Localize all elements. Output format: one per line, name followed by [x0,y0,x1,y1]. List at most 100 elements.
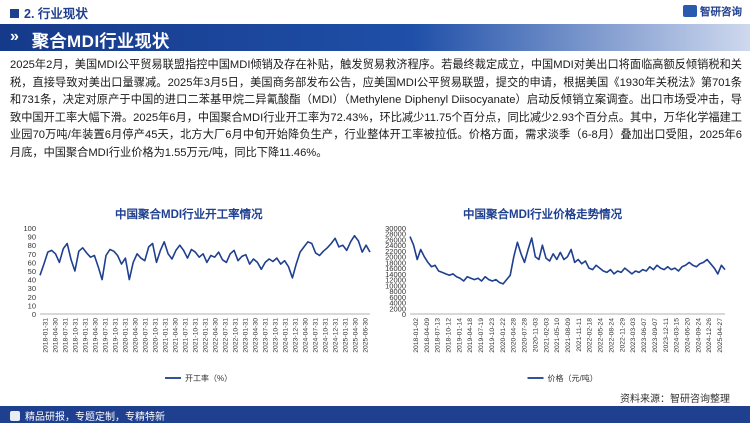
y-tick-label: 18000 [385,258,406,267]
y-tick-label: 20000 [385,253,406,262]
x-tick-label: 2020-10-31 [153,318,160,353]
footer-text: 精品研报，专题定制，专精特新 [25,412,165,423]
x-tick-label: 2023-12-11 [663,318,670,352]
y-tick-label: 100 [23,224,36,233]
x-tick-label: 2024-07-31 [313,318,320,353]
x-tick-label: 2025-01-31 [343,318,350,353]
x-tick-label: 2021-10-31 [193,318,200,353]
x-tick-label: 2020-04-28 [511,318,518,353]
x-tick-label: 2019-01-31 [83,318,90,353]
x-tick-label: 2019-04-18 [467,318,474,353]
x-tick-label: 2020-01-22 [500,318,507,353]
x-tick-label: 2021-08-09 [565,318,572,353]
y-tick-label: 22000 [385,247,406,256]
x-tick-label: 2022-08-24 [608,318,615,353]
x-tick-label: 2020-04-30 [133,318,140,353]
x-tick-label: 2019-04-30 [93,318,100,353]
page-title: 聚合MDI行业现状 [32,32,170,51]
x-tick-label: 2018-01-02 [413,318,420,353]
x-tick-label: 2021-02-03 [543,318,550,353]
y-tick-label: 6000 [389,293,406,302]
x-tick-label: 2019-07-31 [103,318,110,353]
section-square-icon [10,9,19,18]
x-tick-label: 2018-04-09 [424,318,431,353]
y-tick-label: 40 [28,276,36,285]
x-tick-label: 2024-01-31 [283,318,290,353]
y-tick-label: 26000 [385,235,406,244]
y-tick-label: 28000 [385,230,406,239]
top-bar: 2. 行业现状 智研咨询 [0,0,750,22]
x-tick-label: 2024-04-30 [303,318,310,353]
y-tick-label: 50 [28,267,36,276]
y-tick-label: 30 [28,284,36,293]
x-tick-label: 2023-01-31 [243,318,250,353]
brand-name: 智研咨询 [700,6,742,18]
x-tick-label: 2021-11-11 [576,318,583,352]
x-tick-label: 2022-02-18 [587,318,594,353]
x-tick-label: 2018-01-31 [43,318,50,353]
legend-label: 开工率（%） [185,373,232,383]
y-tick-label: 2000 [389,304,406,313]
footer-logo-icon [10,411,20,421]
section-label: 2. 行业现状 [24,7,88,21]
y-tick-label: 8000 [389,287,406,296]
y-tick-label: 60 [28,258,36,267]
y-tick-label: 0 [402,310,406,319]
y-tick-label: 12000 [385,276,406,285]
x-tick-label: 2023-09-07 [652,318,659,353]
y-tick-label: 10000 [385,281,406,290]
x-tick-label: 2021-07-31 [183,318,190,353]
x-tick-label: 2022-04-30 [213,318,220,353]
x-tick-label: 2024-09-24 [695,318,702,353]
x-tick-label: 2022-07-31 [223,318,230,353]
x-tick-label: 2023-10-31 [273,318,280,353]
y-tick-label: 16000 [385,264,406,273]
x-tick-label: 2022-05-24 [598,318,605,353]
body-paragraph: 2025年2月，美国MDI公平贸易联盟指控中国MDI倾销及存在补贴，触发贸易救济… [10,59,742,159]
y-tick-label: 20 [28,293,36,302]
y-tick-label: 4000 [389,299,406,308]
footer-slogan: 精品研报，专题定制，专精特新 [10,408,165,423]
x-tick-label: 2019-01-14 [456,318,463,353]
double-chevron-icon: » [10,28,19,45]
x-tick-label: 2018-04-30 [53,318,60,353]
legend-label: 价格（元/吨） [548,373,598,383]
x-tick-label: 2021-04-30 [173,318,180,353]
x-tick-label: 2021-01-31 [163,318,170,353]
x-tick-label: 2020-07-28 [522,318,529,353]
x-tick-label: 2020-07-31 [143,318,150,353]
x-tick-label: 2018-07-31 [63,318,70,353]
x-tick-label: 2024-03-15 [674,318,681,353]
right-chart-title: 中国聚合MDI行业价格走势情况 [463,209,623,221]
y-tick-label: 30000 [385,224,406,233]
y-tick-label: 90 [28,233,36,242]
x-tick-label: 2019-07-19 [478,318,485,353]
series-line [409,236,726,285]
x-tick-label: 2024-06-20 [684,318,691,353]
x-tick-label: 2022-10-31 [233,318,240,353]
x-tick-label: 2018-07-13 [435,318,442,353]
x-tick-label: 2024-12-26 [706,318,713,353]
brand-logo[interactable]: 智研咨询 [683,4,742,19]
x-tick-label: 2025-04-27 [717,318,724,353]
x-tick-label: 2025-04-30 [353,318,360,353]
y-tick-label: 80 [28,241,36,250]
y-tick-label: 24000 [385,241,406,250]
x-tick-label: 2020-11-03 [532,318,539,352]
y-tick-label: 10 [28,301,36,310]
x-tick-label: 2022-11-29 [619,318,626,352]
y-tick-label: 14000 [385,270,406,279]
x-tick-label: 2024-12-31 [333,318,340,353]
x-tick-label: 2024-10-31 [323,318,330,353]
x-tick-label: 2023-06-07 [641,318,648,353]
x-tick-label: 2025-06-30 [363,318,370,353]
x-tick-label: 2019-10-23 [489,318,496,353]
x-tick-label: 2023-07-31 [263,318,270,353]
x-tick-label: 2021-05-10 [554,318,561,353]
y-tick-label: 0 [32,310,36,319]
brand-logo-icon [683,5,697,17]
title-banner: » 聚合MDI行业现状 [0,24,750,51]
x-tick-label: 2019-10-31 [113,318,120,353]
footer-bar: 精品研报，专题定制，专精特新 [0,406,750,423]
